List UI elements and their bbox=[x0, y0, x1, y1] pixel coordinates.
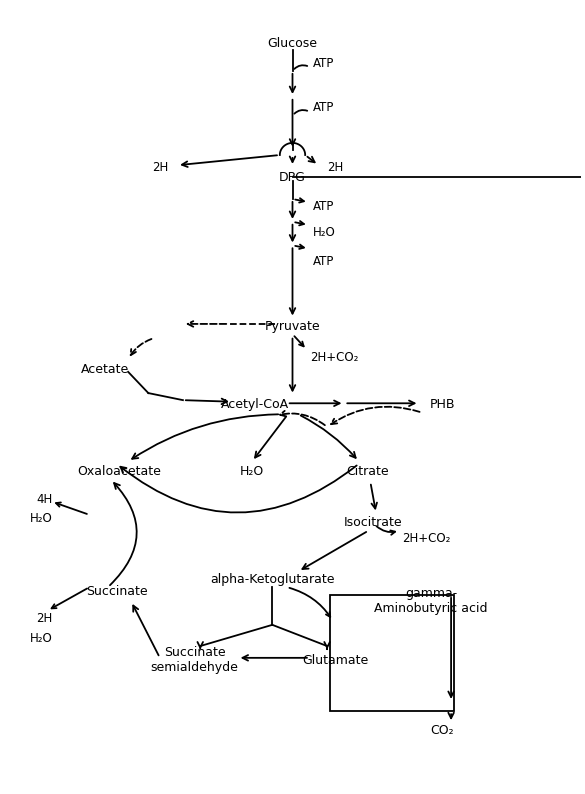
Text: Oxaloacetate: Oxaloacetate bbox=[78, 465, 161, 478]
Text: H₂O: H₂O bbox=[29, 632, 52, 645]
Text: PHB: PHB bbox=[430, 399, 455, 411]
Bar bbox=[330, 595, 454, 711]
Text: DPG: DPG bbox=[279, 171, 306, 183]
Text: Acetate: Acetate bbox=[81, 363, 129, 376]
Text: ATP: ATP bbox=[313, 200, 334, 214]
Text: Citrate: Citrate bbox=[346, 465, 389, 478]
Text: ATP: ATP bbox=[313, 56, 334, 70]
Text: H₂O: H₂O bbox=[29, 512, 52, 526]
Text: CO₂: CO₂ bbox=[431, 724, 454, 738]
Text: Acetyl-CoA: Acetyl-CoA bbox=[221, 399, 289, 411]
Text: alpha-Ketoglutarate: alpha-Ketoglutarate bbox=[210, 572, 335, 586]
Text: Glutamate: Glutamate bbox=[302, 653, 369, 667]
Text: ATP: ATP bbox=[313, 256, 334, 268]
Text: H₂O: H₂O bbox=[313, 225, 335, 238]
Text: Glucose: Glucose bbox=[267, 37, 318, 50]
Text: Succinate: Succinate bbox=[86, 585, 147, 599]
Text: 2H: 2H bbox=[36, 612, 52, 625]
Text: 2H+CO₂: 2H+CO₂ bbox=[310, 351, 358, 364]
Text: 2H: 2H bbox=[327, 161, 343, 174]
Text: Succinate
semialdehyde: Succinate semialdehyde bbox=[150, 646, 239, 674]
Text: gamma-
Aminobutyric acid: gamma- Aminobutyric acid bbox=[374, 588, 488, 615]
Text: Isocitrate: Isocitrate bbox=[344, 516, 402, 530]
Text: 2H: 2H bbox=[152, 161, 168, 174]
Text: 2H+CO₂: 2H+CO₂ bbox=[402, 532, 450, 545]
Text: ATP: ATP bbox=[313, 102, 334, 114]
Text: 4H: 4H bbox=[36, 492, 52, 506]
Text: H₂O: H₂O bbox=[240, 465, 264, 478]
Text: Pyruvate: Pyruvate bbox=[264, 320, 321, 333]
